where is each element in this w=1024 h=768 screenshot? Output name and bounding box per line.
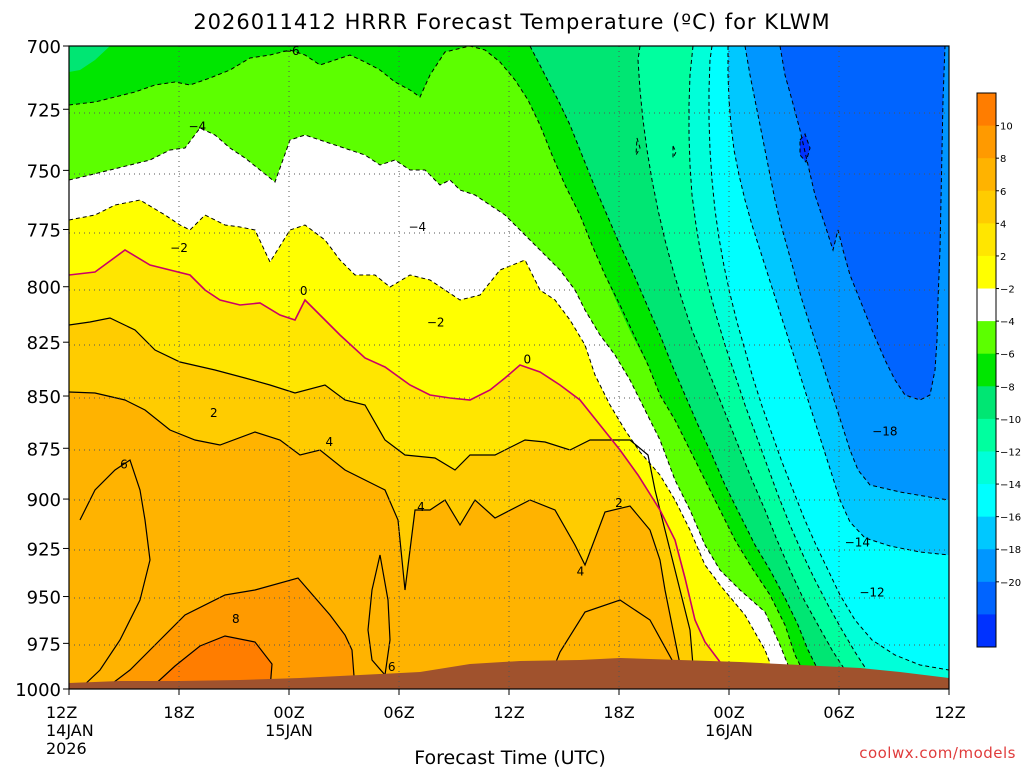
colorbar-swatch	[977, 158, 996, 192]
y-tick-label: 900	[27, 490, 61, 511]
x-tick-label: 12Z	[493, 703, 524, 722]
x-tick-label: 12Z	[46, 703, 77, 722]
colorbar-label: −2	[1000, 285, 1015, 296]
y-tick-label: 975	[27, 634, 61, 655]
contour-label: −12	[859, 586, 884, 600]
colorbar-swatch	[977, 190, 996, 224]
contour-label: 0	[524, 353, 532, 367]
grid-lines	[69, 46, 949, 689]
x-tick-label: 16JAN	[705, 721, 753, 740]
contour-label: −6	[282, 44, 300, 58]
contour-label: 2	[210, 406, 218, 420]
y-tick-label: 775	[27, 220, 61, 241]
y-tick-label: 825	[27, 333, 61, 354]
contour-label: 6	[120, 458, 128, 472]
x-axis-label: Forecast Time (UTC)	[414, 747, 605, 768]
colorbar-swatch	[977, 93, 996, 127]
colorbar-label: −8	[1000, 382, 1015, 393]
contour-label: −2	[427, 315, 445, 329]
contour-lines-negative	[69, 46, 949, 689]
colorbar-label: −20	[1000, 578, 1021, 589]
chart-title: 2026011412 HRRR Forecast Temperature (ºC…	[193, 10, 830, 34]
x-tick-label: 15JAN	[265, 721, 313, 740]
contour-label: 4	[577, 565, 585, 579]
colorbar: 10 8 6 4 2 −2 −4 −6 −8 −10 −12 −14 −16 −18 −20	[976, 92, 1021, 648]
contour-label: 4	[326, 435, 334, 449]
colorbar-swatch	[977, 484, 996, 518]
colorbar-label: −6	[1000, 350, 1015, 361]
colorbar-swatch	[977, 549, 996, 583]
contour-label: −4	[408, 220, 426, 234]
y-tick-label: 950	[27, 588, 61, 609]
x-tick-label: 00Z	[713, 703, 744, 722]
source-credit: coolwx.com/models	[859, 744, 1016, 762]
contour-label: 0	[300, 284, 308, 298]
colorbar-label: 6	[1000, 187, 1006, 198]
contour-labels: −6 −4 −2 −4 0 −2 0 2 4 6 4 2 4 8 6 −18 −14 −12	[120, 44, 897, 674]
contour-line-zero	[69, 249, 741, 689]
contour-label: −14	[845, 536, 870, 550]
y-tick-label: 750	[27, 161, 61, 182]
x-tick-label: 18Z	[603, 703, 634, 722]
x-tick-label: 06Z	[823, 703, 854, 722]
colorbar-swatch	[977, 581, 996, 615]
colorbar-label: 2	[1000, 252, 1006, 263]
contour-label: 6	[388, 660, 396, 674]
colorbar-swatch	[977, 223, 996, 257]
colorbar-swatch	[977, 614, 996, 648]
colorbar-swatch	[977, 451, 996, 485]
contour-label: 8	[232, 612, 240, 626]
x-tick-label: 18Z	[163, 703, 194, 722]
y-tick-label: 800	[27, 278, 61, 299]
x-tick-label: 06Z	[383, 703, 414, 722]
y-tick-label: 1000	[15, 680, 61, 701]
x-tick-label: 2026	[46, 739, 87, 758]
colorbar-swatch	[977, 321, 996, 355]
colorbar-label: 8	[1000, 154, 1006, 165]
colorbar-label: −4	[1000, 317, 1015, 328]
colorbar-label: 4	[1000, 219, 1006, 230]
colorbar-swatch	[977, 386, 996, 420]
y-tick-label: 875	[27, 439, 61, 460]
colorbar-frame	[976, 92, 997, 648]
y-tick-label: 850	[27, 387, 61, 408]
colorbar-label: −10	[1000, 415, 1021, 426]
y-tick-label: 700	[27, 37, 61, 58]
y-tick-label: 725	[27, 100, 61, 121]
contour-label: −2	[170, 241, 188, 255]
colorbar-label: −12	[1000, 447, 1021, 458]
colorbar-swatch	[977, 353, 996, 387]
colorbar-swatch	[977, 125, 996, 159]
band-minus20-to-minus18	[780, 46, 945, 400]
colorbar-label: 10	[1000, 122, 1013, 133]
contour-label: −18	[872, 425, 897, 439]
colorbar-swatch	[977, 288, 996, 322]
plot-area: −6 −4 −2 −4 0 −2 0 2 4 6 4 2 4 8 6 −18 −14 −12	[69, 44, 949, 689]
x-tick-label: 00Z	[273, 703, 304, 722]
colorbar-label: −18	[1000, 545, 1021, 556]
x-tick-label: 14JAN	[46, 721, 94, 740]
contour-label: 2	[615, 496, 623, 510]
colorbar-swatch	[977, 255, 996, 290]
contour-label: 4	[417, 500, 425, 514]
y-tick-label: 925	[27, 539, 61, 560]
contour-label: −4	[188, 120, 206, 134]
y-axis-ticks: 700 725 750 775 800 825 850 875 900 925 950 975 1000	[15, 37, 69, 701]
colorbar-label: −16	[1000, 513, 1021, 524]
x-tick-label: 12Z	[934, 703, 965, 722]
colorbar-swatch	[977, 516, 996, 550]
colorbar-swatch	[977, 418, 996, 452]
colorbar-label: −14	[1000, 480, 1021, 491]
